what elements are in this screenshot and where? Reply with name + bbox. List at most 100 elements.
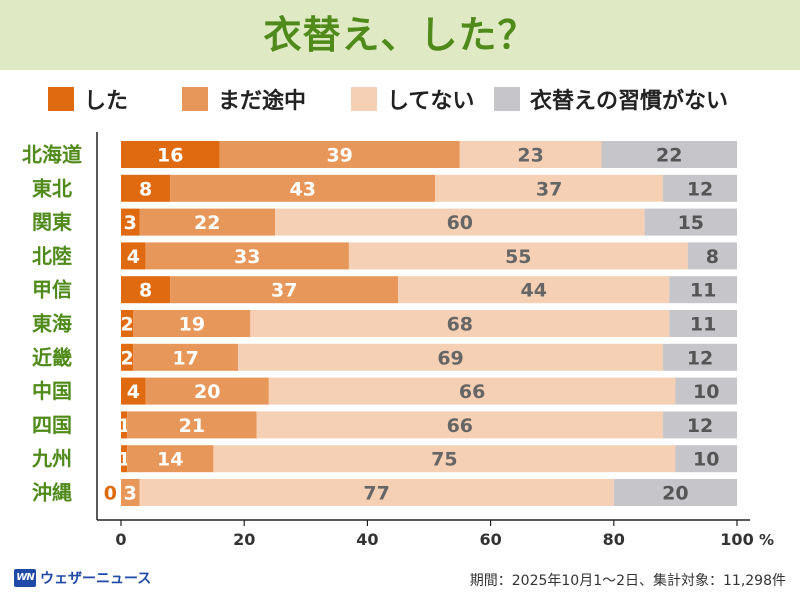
- data-label: 75: [431, 449, 457, 471]
- bar-segment: [133, 343, 239, 371]
- data-label: 77: [363, 483, 389, 505]
- x-tick-label: 40: [356, 530, 378, 549]
- legend-item-mada-tochu: まだ途中: [182, 84, 306, 114]
- legend-label-shita: した: [84, 89, 129, 114]
- data-label: 66: [447, 415, 473, 437]
- chart-title: 衣替え、した？: [263, 13, 537, 57]
- data-label: 21: [179, 415, 205, 437]
- legend-item-shitenai: してない: [351, 84, 474, 114]
- data-label: 4: [127, 381, 140, 403]
- bar-segment: [121, 276, 171, 304]
- data-label: 12: [687, 347, 713, 369]
- data-label: 22: [656, 145, 682, 167]
- bar-segment: [675, 445, 737, 473]
- legend-swatch-mada-tochu: [182, 87, 208, 111]
- data-label: 66: [459, 381, 485, 403]
- x-tick-label: 20: [233, 530, 255, 549]
- bar-segment: [238, 343, 664, 371]
- bar-segment: [669, 310, 737, 337]
- legend-swatch-shitenai: [351, 87, 377, 111]
- bar-segment: [139, 479, 614, 506]
- legend-item-no-habit: 衣替えの習慣がない: [494, 84, 728, 114]
- x-tick-label: 60: [479, 530, 501, 549]
- bar-segment: [398, 276, 670, 304]
- bar-segment: [219, 141, 460, 168]
- data-label: 19: [179, 314, 205, 336]
- data-label: 15: [678, 212, 704, 234]
- bar-segment: [121, 445, 128, 473]
- survey-note: 期間：2025年10月1〜2日、集計対象：11,298件: [469, 573, 786, 589]
- category-label: 沖縄: [32, 481, 72, 505]
- bar-segment: [121, 411, 128, 439]
- data-label: 11: [690, 280, 716, 302]
- category-label: 九州: [31, 447, 72, 471]
- bar-segment: [213, 445, 676, 473]
- legend-label-no-habit: 衣替えの習慣がない: [530, 89, 729, 114]
- x-tick-label: 80: [603, 530, 625, 549]
- bar-segment: [687, 242, 737, 270]
- data-label: 10: [693, 381, 719, 403]
- bar-segment: [127, 411, 257, 439]
- weathernews-logo: WN ウェザーニュース: [14, 568, 151, 588]
- bar-segment: [139, 208, 275, 236]
- category-label: 近畿: [32, 345, 72, 369]
- bar-segment: [256, 411, 664, 439]
- data-label: 37: [536, 178, 562, 200]
- legend-swatch-no-habit: [494, 87, 520, 111]
- x-tick-label: 0: [115, 530, 126, 549]
- data-label: 3: [124, 483, 137, 505]
- data-label: 4: [127, 246, 140, 268]
- data-label: 20: [194, 381, 220, 403]
- data-label: 8: [139, 280, 152, 302]
- bar-segment: [601, 141, 737, 168]
- bar-segment: [121, 310, 134, 337]
- data-label: 17: [172, 347, 198, 369]
- category-label: 中国: [32, 379, 72, 403]
- data-label: 39: [326, 145, 352, 167]
- bar-segment: [669, 276, 737, 304]
- bar-segment: [121, 242, 146, 270]
- bar-segment: [663, 343, 737, 371]
- bar-segment: [663, 174, 737, 202]
- legend-label-shitenai: してない: [387, 89, 475, 114]
- x-tick-label: 100: [720, 530, 753, 549]
- bar-segment: [663, 411, 737, 439]
- data-label: 44: [520, 280, 546, 302]
- category-label: 甲信: [32, 278, 72, 302]
- bar-segment: [170, 174, 436, 202]
- category-label: 関東: [32, 210, 72, 234]
- legend-label-mada-tochu: まだ途中: [218, 89, 307, 114]
- bar-segment: [435, 174, 664, 202]
- bar-segment: [121, 343, 134, 371]
- x-axis-unit: %: [759, 531, 774, 549]
- category-label: 北海道: [22, 143, 82, 167]
- legend-swatch-shita: [48, 87, 74, 111]
- bar-segment: [121, 174, 171, 202]
- category-label: 四国: [32, 413, 72, 437]
- data-label: 22: [194, 212, 220, 234]
- data-label: 20: [662, 483, 688, 505]
- data-label: 2: [121, 314, 134, 336]
- data-label: 16: [157, 145, 183, 167]
- bar-segment: [133, 310, 251, 337]
- data-label: 33: [234, 246, 260, 268]
- data-label: 12: [687, 415, 713, 437]
- bar-segment: [250, 310, 670, 337]
- legend-item-shita: した: [48, 84, 128, 114]
- logo-mark-icon: WN: [14, 569, 36, 587]
- data-label: 10: [693, 449, 719, 471]
- category-label: 北陸: [32, 244, 72, 268]
- bar-segment: [348, 242, 688, 270]
- data-label: 69: [437, 347, 463, 369]
- data-label: 12: [687, 178, 713, 200]
- bar-segment: [121, 141, 220, 168]
- title-bar: [0, 0, 800, 70]
- data-label: 55: [505, 246, 531, 268]
- legend: した まだ途中 してない 衣替えの習慣がない: [0, 84, 800, 114]
- data-label: 2: [121, 347, 134, 369]
- data-label: 8: [139, 178, 152, 200]
- data-label: 68: [447, 314, 473, 336]
- bar-segment: [675, 377, 737, 405]
- bar-segment: [613, 479, 737, 506]
